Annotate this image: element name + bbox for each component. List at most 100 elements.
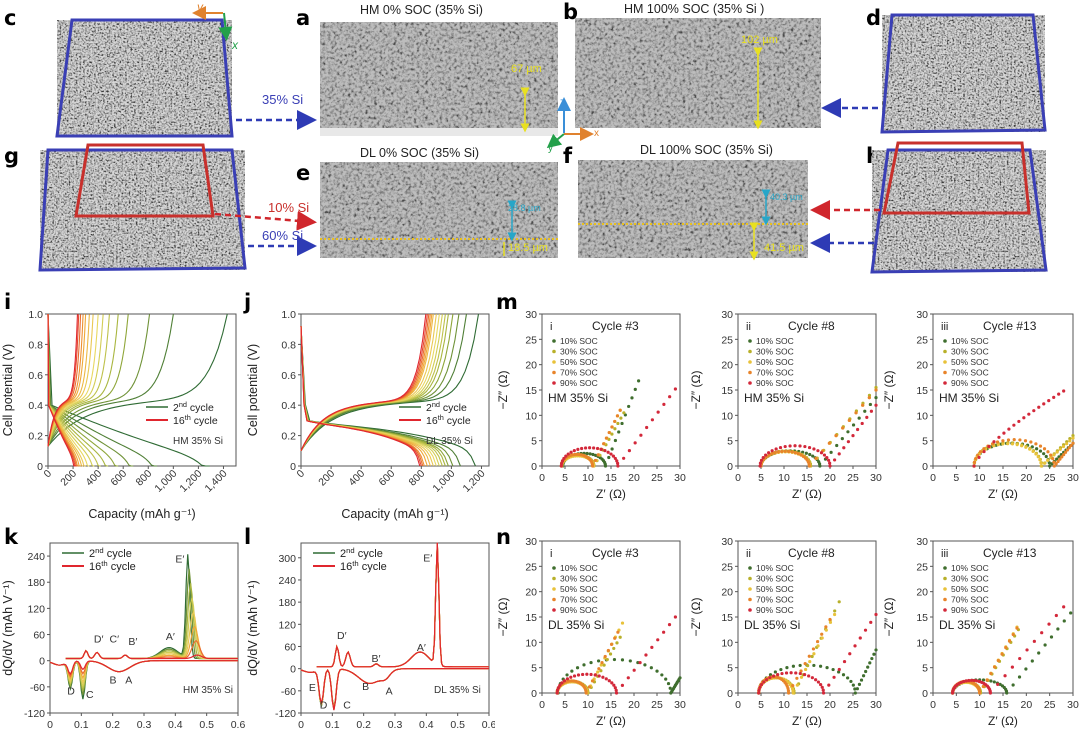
data-point (996, 658, 1000, 663)
data-point (1032, 639, 1036, 643)
data-point (1048, 464, 1052, 468)
data-point (1046, 458, 1050, 463)
data-point (1062, 605, 1066, 609)
data-point (1036, 455, 1040, 459)
chart-j-voltage-capacity: 0 0.2 0.4 0.6 0.8 1.0 0 200 400 600 800 1,000 1,200 C… (246, 309, 490, 521)
data-point (1031, 449, 1035, 454)
data-point (1030, 445, 1034, 449)
data-point (668, 395, 672, 399)
data-point (818, 464, 822, 468)
data-point (626, 676, 630, 680)
data-point (795, 683, 799, 687)
data-point (846, 430, 850, 434)
y-tick-label: -120 (24, 708, 45, 720)
data-point (664, 677, 668, 681)
data-point (1028, 447, 1032, 451)
data-point (655, 669, 659, 673)
data-point (627, 404, 631, 409)
data-point (673, 387, 677, 391)
data-point (607, 455, 611, 460)
x-tick-label: 0 (47, 719, 53, 731)
panel-h-3d-surface (870, 141, 1048, 274)
axis-label-y: y (197, 0, 203, 14)
y-axis-label: Cell potential (V) (246, 344, 260, 436)
data-point (869, 409, 873, 413)
data-point (595, 446, 600, 451)
data-point (656, 410, 660, 414)
y-tick-label: 15 (721, 385, 733, 397)
data-point (1042, 461, 1047, 465)
data-point (1022, 416, 1026, 420)
data-point (780, 449, 784, 454)
chart-n-ii-axes: 0 5 10 15 20 25 30 0 5 10 15 20 25 30 Z′ (Ω) −Z″ (Ω) (690, 536, 882, 728)
data-point (1038, 458, 1042, 462)
data-point (820, 636, 824, 640)
legend-label: 50% SOC (560, 584, 598, 594)
data-point (757, 691, 761, 695)
y-tick-label: 1.0 (28, 309, 43, 321)
data-point (812, 652, 816, 656)
data-point (1068, 439, 1072, 443)
legend-label: 90% SOC (951, 605, 989, 615)
data-point (613, 636, 617, 640)
data-point (662, 630, 666, 634)
data-point (560, 461, 564, 466)
data-point (1042, 447, 1047, 451)
data-point (1029, 440, 1033, 444)
data-point (1010, 442, 1015, 446)
data-point (1017, 675, 1022, 679)
axis-label-x: x (232, 38, 238, 52)
x-tick-label: 0.5 (450, 719, 465, 731)
data-point (835, 443, 839, 448)
data-point (656, 638, 660, 642)
chart-n-i-axes: 0 5 10 15 20 25 30 0 5 10 15 20 25 30 Z′ (Ω) −Z″ (Ω) (497, 536, 686, 728)
data-point (828, 461, 832, 465)
chart-m-i-nyquist: 0 5 10 15 20 25 30 0 5 10 15 20 25 30 Z′ (Ω) −Z″ (Ω) i Cy… (497, 309, 686, 501)
y-axis-arrow-triad (546, 133, 565, 149)
legend-marker (552, 576, 556, 581)
data-point (855, 687, 859, 691)
data-point (613, 686, 617, 690)
data-point (1046, 450, 1050, 454)
data-point (804, 667, 808, 672)
y-tick-label: 0 (727, 461, 733, 473)
y-tick-label: 0.6 (281, 370, 296, 382)
data-point (870, 656, 874, 661)
y-tick-label: 20 (916, 587, 928, 599)
data-point (770, 452, 774, 456)
discharge-curve-cycle-16 (300, 326, 421, 467)
data-point (807, 445, 812, 450)
panel-label-g: g (4, 144, 20, 168)
y-tick-label: 240 (27, 551, 45, 563)
data-point (1062, 619, 1066, 623)
data-point (795, 676, 799, 680)
data-point (793, 451, 797, 455)
data-point (993, 665, 997, 669)
y-tick-label: 0.8 (28, 339, 43, 351)
data-point (1065, 448, 1069, 452)
data-point (650, 645, 654, 649)
y-tick-label: 120 (27, 603, 45, 615)
y-tick-label: 25 (721, 334, 733, 346)
data-point (585, 451, 589, 456)
data-point (585, 672, 589, 676)
triad-label-y: y (548, 143, 553, 154)
charge-dqdv-cycle (316, 542, 489, 668)
data-point (1062, 389, 1066, 393)
data-point (758, 464, 762, 468)
data-point (762, 680, 766, 684)
x-tick-label: 0 (930, 699, 936, 711)
data-point (607, 679, 611, 683)
subpanel-roman: i (550, 548, 552, 560)
panel-f-top-thickness: 40.3 µm (770, 192, 803, 202)
y-tick-label: 0.4 (28, 400, 43, 412)
data-point (1043, 643, 1047, 647)
data-point (602, 442, 606, 446)
legend-marker (552, 339, 556, 343)
subpanel-roman: ii (746, 321, 751, 333)
chart-annotation: HM 35% Si (173, 436, 223, 447)
data-point (861, 403, 865, 407)
data-point (816, 680, 821, 684)
data-point (603, 449, 607, 453)
data-point (1001, 442, 1005, 446)
